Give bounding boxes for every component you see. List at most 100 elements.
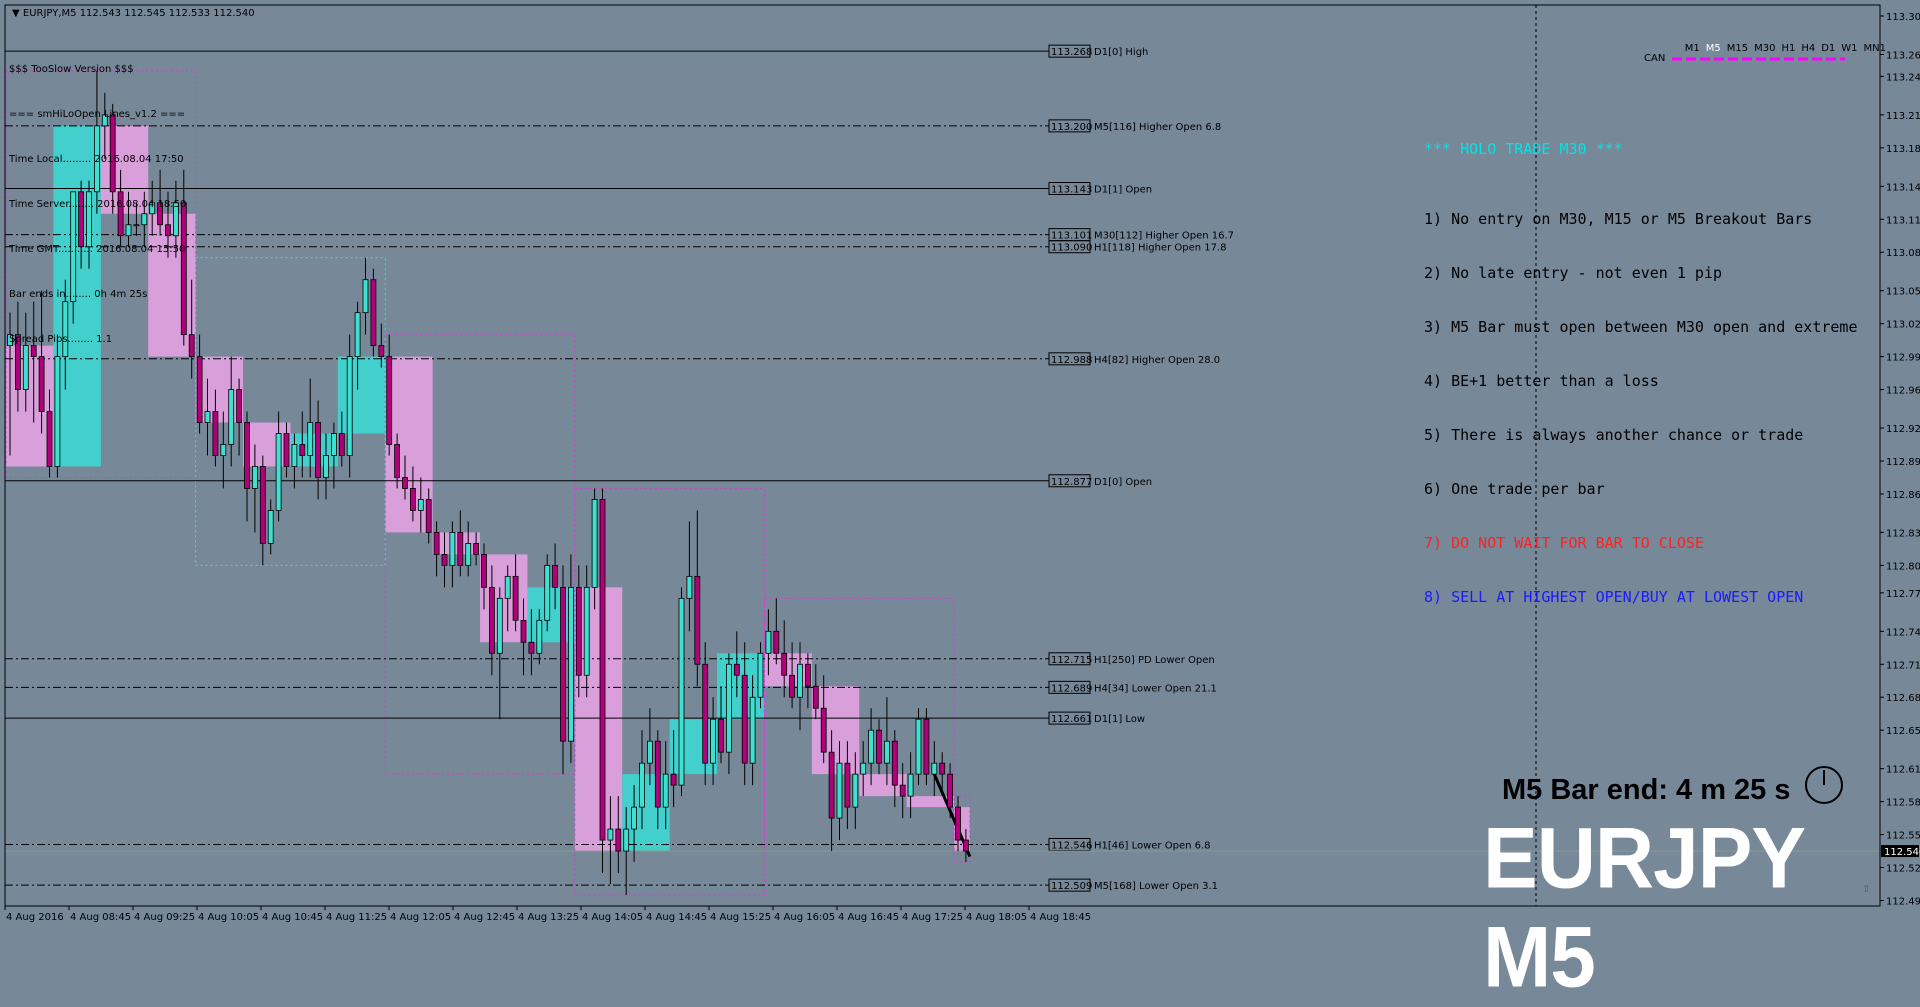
candle: [836, 741, 843, 841]
candle-body: [860, 762, 867, 775]
tf-mn1[interactable]: MN1: [1863, 43, 1887, 54]
y-tick-label: 113.180: [1886, 144, 1920, 155]
hour-range-box: [574, 487, 765, 896]
candle-body: [370, 279, 377, 347]
candle-body: [891, 740, 898, 786]
candle: [220, 411, 227, 489]
chart-shift-icon[interactable]: ⇧: [1862, 884, 1871, 895]
candle-body: [244, 422, 250, 489]
candle: [868, 708, 874, 786]
x-tick-label: 4 Aug 18:45: [1030, 912, 1091, 923]
candle: [386, 334, 393, 456]
tf-m1[interactable]: M1: [1684, 43, 1700, 54]
candle: [244, 411, 250, 522]
candle: [899, 763, 906, 819]
y-tick-label: 112.925: [1886, 424, 1920, 435]
candle: [370, 268, 377, 357]
session-box: [574, 587, 623, 852]
tf-h4[interactable]: H4: [1801, 43, 1816, 54]
candle-body: [54, 356, 61, 467]
candle-body: [236, 389, 243, 423]
candle-body: [46, 411, 53, 467]
candle: [338, 411, 345, 467]
candle: [702, 642, 709, 786]
candle: [726, 653, 732, 775]
session-box: [385, 356, 433, 533]
candle-body: [623, 828, 630, 852]
tf-m30[interactable]: M30: [1754, 43, 1776, 54]
symbol-watermark: EURJPY M5: [1483, 811, 1805, 1006]
session-box: [859, 774, 907, 797]
candle: [828, 730, 835, 852]
y-tick-label: 112.680: [1886, 693, 1920, 704]
holo-rule: 1) No entry on M30, M15 or M5 Breakout B…: [1424, 210, 1813, 228]
x-tick-label: 4 Aug 18:05: [966, 912, 1027, 923]
candle: [765, 609, 772, 676]
y-tick-label: 112.525: [1886, 864, 1920, 875]
chart-canvas[interactable]: 113.268 D1[0] High 113.200 M5[116] Higher O…: [0, 0, 1920, 928]
level-price-box: [1048, 711, 1091, 725]
candle-body: [678, 597, 685, 786]
holo-rule: 5) There is always another chance or tra…: [1424, 426, 1804, 444]
tf-h1[interactable]: H1: [1781, 43, 1796, 54]
session-box: [100, 125, 149, 214]
candle: [915, 708, 922, 786]
candle-body: [512, 575, 519, 621]
candle-body: [457, 532, 464, 566]
candle: [599, 488, 606, 874]
x-tick-label: 4 Aug 12:05: [390, 912, 451, 923]
candle: [283, 422, 290, 478]
candle: [378, 323, 385, 368]
candle: [157, 169, 164, 236]
tf-w1[interactable]: W1: [1841, 43, 1858, 54]
tf-m15[interactable]: M15: [1726, 43, 1749, 54]
holo-rule: 3) M5 Bar must open between M30 open and…: [1424, 318, 1858, 336]
candle-body: [180, 202, 187, 336]
x-tick-label: 4 Aug 16:45: [838, 912, 899, 923]
candle-body: [939, 762, 946, 775]
x-tick-label: 4 Aug 12:45: [454, 912, 515, 923]
level-price: 112.988: [1051, 355, 1092, 366]
candle: [781, 620, 788, 698]
indicator-line: $$$ TooSlow Version $$$: [9, 64, 134, 75]
candle-body: [109, 114, 116, 193]
candle-body: [141, 213, 148, 226]
candle: [931, 741, 938, 797]
guide-lines: [5, 5, 1537, 906]
candle-body: [165, 224, 171, 237]
candle-body: [204, 411, 211, 423]
candle-body: [78, 191, 84, 248]
tf-d1[interactable]: D1: [1821, 43, 1836, 54]
holo-title: *** HOLO TRADE M30 ***: [1424, 140, 1623, 158]
level-price: 112.689: [1051, 683, 1092, 694]
candle-body: [670, 773, 677, 786]
y-tick-label: 112.865: [1886, 490, 1920, 501]
session-box: [622, 774, 670, 852]
indicator-line: Time Server........ 2016.08.04 18:50: [9, 199, 187, 210]
candle-body: [172, 202, 179, 237]
candle: [149, 180, 156, 236]
candle: [307, 378, 314, 478]
session-boxes: [6, 125, 970, 852]
y-tick-label: 113.020: [1886, 320, 1920, 331]
y-tick-label: 112.710: [1886, 660, 1920, 671]
y-tick-label: 113.115: [1886, 215, 1920, 226]
candle-body: [884, 740, 890, 764]
level-price: 113.101: [1051, 231, 1092, 242]
session-box: [480, 554, 528, 643]
indicator-line: Time GMT........... 2016.08.04 15:50: [9, 244, 186, 255]
tf-m5[interactable]: M5: [1705, 43, 1721, 54]
candle-body: [465, 543, 472, 566]
candle: [749, 675, 756, 786]
level-price-box: [1048, 240, 1091, 254]
collapse-arrow-icon[interactable]: ▼: [12, 8, 20, 19]
indicator-line: === smHiLoOpen Lines_v1.2 ===: [9, 109, 186, 120]
x-tick-label: 4 Aug 16:05: [774, 912, 835, 923]
candle-body: [157, 202, 164, 226]
candle-body: [528, 641, 535, 654]
candle-body: [417, 499, 424, 511]
candle: [449, 521, 456, 588]
candle-body: [338, 433, 345, 456]
x-tick-label: 4 Aug 10:45: [262, 912, 323, 923]
